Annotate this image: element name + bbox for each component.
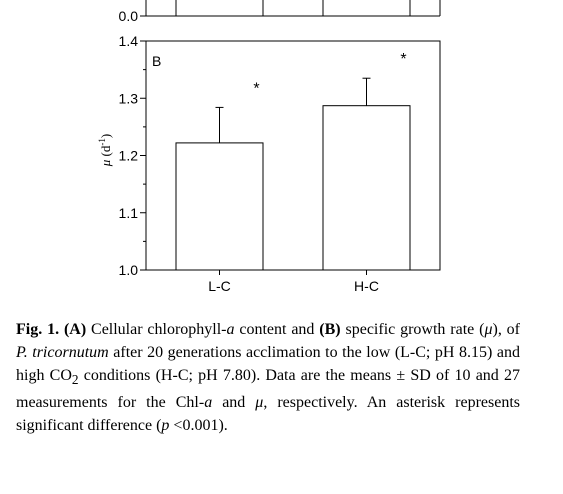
y-tick-label: 1.4 (119, 33, 139, 49)
panel-b-y-axis-label: μ (d-1) (97, 134, 113, 167)
chart-figure: 0.0 1.0 1.1 1.2 1.3 1.4 L-C * H-C * B μ (d-1) (97, 0, 441, 294)
ylabel-close: ) (98, 134, 113, 138)
ylabel-unit: (d (98, 145, 113, 156)
significance-star: * (400, 51, 406, 68)
caption-text-8: , respectively. An asterisk represents s… (16, 394, 520, 435)
caption-italic-mu2: μ (255, 394, 264, 412)
y-tick-label: 1.1 (119, 205, 139, 221)
panel-a-bar-hc (322, 0, 411, 17)
caption-b-label: (B) (319, 321, 341, 338)
caption-subscript-2: 2 (71, 372, 79, 388)
figure-caption: Fig. 1. (A) Cellular chlorophyll-a conte… (16, 318, 520, 437)
panel-b-bars: L-C * H-C * (175, 51, 411, 294)
caption-species: P. tricornutum (16, 344, 109, 361)
caption-text-5: after 20 generations acclimation to the … (16, 344, 521, 384)
caption-a-label: (A) (63, 321, 87, 338)
bar-H-C (322, 105, 411, 271)
significance-star: * (253, 80, 259, 97)
panel-b-y-ticks: 1.0 1.1 1.2 1.3 1.4 (119, 33, 146, 278)
panel-b: 1.0 1.1 1.2 1.3 1.4 L-C * H-C * B μ (d-1) (97, 33, 441, 294)
caption-text-6: conditions (H-C; pH 7.80). Data are the … (16, 367, 520, 412)
caption-text-4: ), of (492, 321, 520, 338)
y-tick-label: 1.3 (119, 90, 139, 106)
y-tick-label: 1.2 (119, 148, 139, 164)
y-tick-label: 1.0 (119, 262, 139, 278)
caption-text-9: <0.001). (169, 417, 228, 435)
caption-fig-label: Fig. 1. (16, 321, 60, 338)
caption-italic-p: p (161, 417, 170, 435)
bar-L-C (175, 142, 264, 271)
x-tick-label: H-C (354, 278, 379, 294)
caption-italic-a2: a (204, 394, 213, 412)
panel-a: 0.0 (119, 0, 441, 24)
caption-text-3: specific growth rate ( (340, 321, 485, 338)
caption-text-1: Cellular chlorophyll- (86, 321, 227, 338)
panel-b-letter: B (152, 53, 161, 69)
ylabel-symbol: μ (98, 159, 113, 167)
ylabel-exponent: -1 (97, 138, 107, 146)
x-tick-label: L-C (208, 278, 231, 294)
caption-text-7: and (212, 394, 256, 412)
caption-text-2: content and (234, 321, 320, 338)
panel-a-bar-lc (175, 0, 264, 17)
caption-italic-mu1: μ (484, 321, 493, 338)
panel-a-ytick-label: 0.0 (119, 8, 139, 24)
caption-italic-a1: a (226, 321, 235, 338)
